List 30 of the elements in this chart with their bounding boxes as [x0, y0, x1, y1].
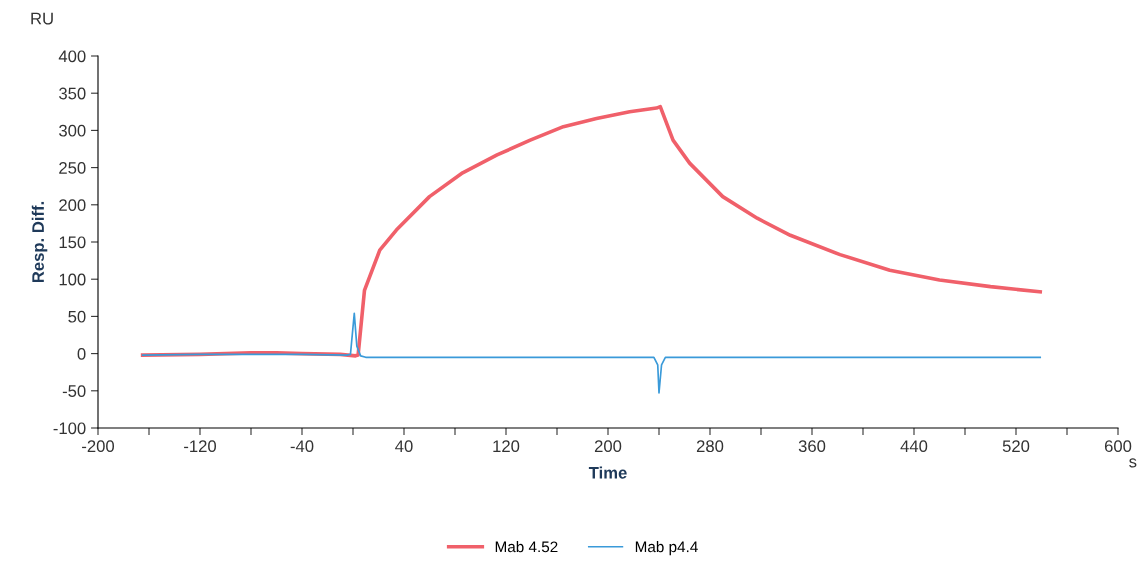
y-tick-label: 250: [59, 162, 86, 174]
y-tick-label: 150: [59, 236, 86, 249]
y-axis-title: Resp. Diff.: [31, 201, 48, 283]
x-axis-title: Time: [588, 466, 627, 479]
x-tick-label: 440: [900, 440, 928, 453]
y-tick-label: 200: [59, 199, 86, 211]
text: s: [1129, 458, 1137, 468]
text: RU: [31, 12, 53, 25]
y-tick-label: -100: [53, 422, 86, 435]
line-series: [140, 104, 1043, 358]
x-tick-label: -120: [184, 440, 217, 453]
x-tick-label: 520: [1002, 440, 1030, 453]
y-tick-label: 100: [59, 273, 86, 286]
y-tick-label: 50: [68, 310, 86, 323]
y-tick-label: -50: [62, 385, 86, 397]
y-tick-label: 0: [77, 348, 86, 360]
legend-label: Mab p4.4: [635, 541, 698, 556]
x-tick-label: 280: [696, 440, 724, 453]
x-tick-label: 120: [493, 440, 520, 453]
y-tick-label: 350: [59, 87, 86, 100]
line-series: [141, 312, 1042, 394]
y-tick-label: 400: [58, 50, 86, 63]
x-tick-label: 40: [395, 440, 413, 453]
x-tick-label: 600: [1104, 440, 1132, 453]
x-tick-label: -200: [82, 440, 115, 453]
legend-label: Mab 4.52: [495, 541, 558, 553]
x-tick-label: -40: [290, 440, 314, 453]
x-tick-label: 200: [594, 440, 622, 453]
y-tick-label: 300: [59, 124, 86, 137]
x-tick-label: 360: [798, 440, 826, 453]
